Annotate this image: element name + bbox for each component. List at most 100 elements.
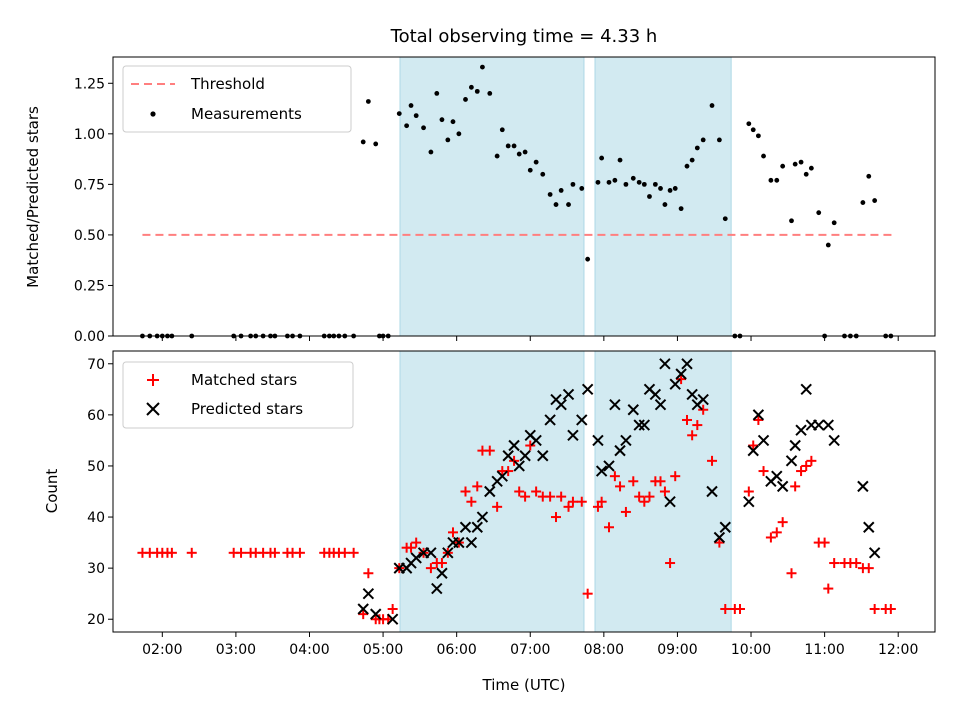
measurement-point (774, 177, 780, 183)
matched-point (525, 440, 536, 451)
predicted-point (471, 521, 483, 533)
measurement-point (499, 127, 505, 133)
predicted-point (757, 434, 770, 447)
measurement-point (662, 202, 668, 207)
measurement-point (678, 206, 684, 212)
observing-window-1 (399, 56, 585, 337)
predicted-point (868, 547, 881, 559)
predicted-point (614, 444, 626, 457)
matched-point (655, 476, 666, 487)
matched-point (509, 455, 520, 466)
measurement-point (792, 161, 798, 167)
measurement-point (761, 153, 766, 159)
matched-point (363, 568, 374, 579)
predicted-point (654, 398, 667, 411)
predicted-point (706, 485, 718, 498)
predicted-point (785, 455, 798, 467)
predicted-point (530, 434, 542, 447)
measurement-point (716, 137, 722, 143)
matched-point (620, 506, 631, 517)
measurement-point (816, 210, 822, 216)
y-tick-label: 1.25 (74, 76, 105, 92)
predicted-point (595, 465, 608, 477)
matched-point (634, 491, 645, 502)
matched-point (406, 542, 417, 553)
observing-window-2 (594, 56, 732, 337)
x-tick-label: 05:00 (363, 642, 403, 658)
predicted-point (697, 393, 709, 406)
predicted-point (581, 383, 594, 396)
y-axis-label: Count (43, 469, 61, 514)
matched-point (411, 537, 422, 548)
x-axis (161, 336, 899, 341)
x-tick-label: 04:00 (289, 642, 329, 658)
matched-point (236, 547, 247, 558)
matched-point (796, 466, 807, 477)
measurement-point (365, 99, 371, 104)
measurement-point (672, 186, 678, 191)
predicted-point (800, 383, 812, 396)
measurement-point (808, 165, 814, 171)
matched-point (758, 466, 769, 477)
measurement-point (667, 188, 673, 193)
predicted-point (681, 358, 693, 370)
x-tick-label: 10:00 (731, 642, 771, 658)
predicted-point (442, 547, 454, 559)
measurement-point (860, 200, 866, 205)
measurement-point (421, 125, 426, 131)
matched-point (563, 501, 574, 512)
predicted-point (537, 450, 549, 462)
legend: Threshold Measurements (122, 65, 352, 133)
predicted-point (771, 470, 783, 482)
predicted-point (789, 439, 801, 452)
measurement-point (750, 127, 756, 133)
measurement-point (450, 119, 456, 125)
predicted-point (828, 434, 840, 447)
legend-label-measurements: Measurements (191, 105, 302, 123)
predicted-point (357, 603, 369, 615)
matched-point (644, 491, 655, 502)
predicted-point (776, 480, 789, 493)
y-axis: 0.00 0.25 0.50 0.75 1.00 1.25 (74, 76, 113, 345)
measurement-point (533, 159, 539, 165)
measurement-point (595, 179, 601, 185)
matched-point (720, 604, 731, 615)
predicted-point (562, 388, 575, 401)
matched-point (592, 501, 603, 512)
predicted-point (476, 511, 489, 523)
measurement-point (694, 145, 700, 151)
predicted-point (453, 536, 465, 549)
measurement-point (413, 113, 419, 119)
legend-label-matched: Matched stars (191, 371, 297, 389)
matched-point (358, 609, 369, 620)
legend-marker-matched (147, 374, 159, 386)
y-tick-label: 30 (87, 561, 105, 577)
legend: Matched stars Predicted stars (122, 361, 354, 429)
measurement-point (516, 151, 522, 157)
measurement-point (487, 90, 493, 96)
measurement-point (617, 157, 623, 163)
predicted-point (743, 496, 755, 508)
measurement-point (630, 175, 636, 181)
matched-point (806, 455, 817, 466)
measurement-point (373, 141, 379, 147)
matched-point (514, 486, 525, 497)
bottom-panel: 20 30 40 50 60 70 02:00 03:00 04:00 05:00 06:00 07… (43, 350, 936, 694)
measurement-point (511, 143, 517, 149)
measurement-point (505, 143, 511, 149)
x-tick-label: 12:00 (878, 642, 918, 658)
measurement-point (652, 181, 658, 187)
matched-point (771, 527, 782, 538)
measurement-point (434, 90, 440, 96)
measurement-point (825, 242, 831, 248)
x-tick-label: 06:00 (436, 642, 476, 658)
predicted-point (752, 409, 765, 421)
y-tick-label: 60 (87, 408, 105, 424)
matched-point (753, 414, 764, 425)
measurement-point (439, 117, 445, 123)
legend-marker-predicted (146, 402, 160, 416)
matched-point (472, 481, 483, 492)
matched-point (790, 481, 801, 492)
y-tick-label: 50 (87, 459, 105, 475)
